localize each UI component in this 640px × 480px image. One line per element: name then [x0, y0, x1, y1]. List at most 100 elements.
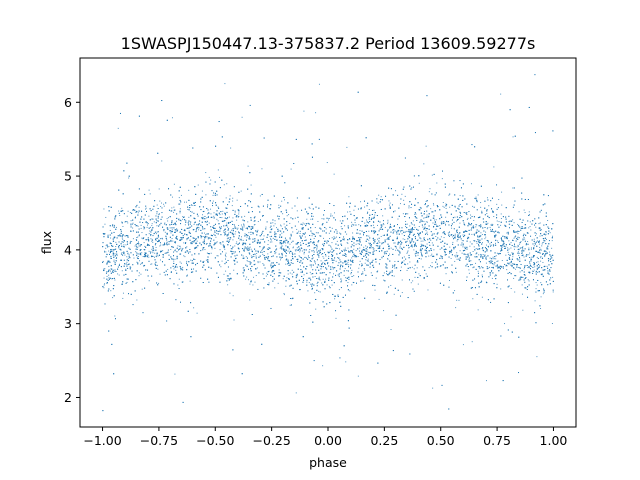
data-point [367, 254, 369, 256]
data-point [476, 224, 478, 226]
data-point [399, 247, 401, 249]
data-point [487, 222, 489, 224]
data-point [141, 237, 143, 239]
data-point [533, 238, 535, 240]
data-point [135, 251, 137, 253]
data-point [376, 224, 378, 226]
data-point [242, 255, 244, 257]
data-point [244, 242, 246, 244]
data-point [252, 255, 254, 257]
data-point [495, 242, 496, 244]
data-point [545, 233, 547, 235]
data-point [486, 213, 488, 215]
data-point [496, 260, 498, 262]
data-point [393, 293, 395, 295]
data-point [360, 201, 362, 203]
data-point [158, 282, 160, 284]
data-point [229, 195, 231, 197]
data-point [509, 223, 511, 225]
data-point [137, 236, 139, 238]
data-point [522, 248, 524, 250]
data-point [238, 215, 240, 217]
data-point [167, 217, 169, 219]
data-point [174, 242, 176, 244]
data-point [219, 176, 221, 178]
data-point [428, 267, 430, 269]
data-point [141, 263, 143, 265]
data-point [267, 274, 269, 276]
data-point [148, 189, 150, 191]
data-point [540, 256, 542, 258]
data-point [122, 297, 124, 299]
data-point [255, 275, 257, 277]
data-point [421, 221, 423, 223]
data-point [316, 248, 318, 250]
data-point [285, 228, 287, 230]
data-point [547, 248, 549, 250]
data-point [296, 210, 298, 212]
data-point [435, 219, 437, 221]
data-point [500, 265, 502, 267]
data-point [219, 228, 221, 230]
data-point [117, 273, 119, 275]
data-point [140, 224, 142, 226]
data-point [515, 275, 517, 277]
data-point [163, 230, 165, 232]
data-point [224, 83, 226, 85]
data-point [113, 261, 115, 263]
data-point [383, 279, 385, 281]
data-point [236, 219, 238, 221]
data-point [232, 197, 234, 199]
data-point [510, 247, 512, 249]
data-point [428, 255, 430, 257]
data-point [456, 220, 457, 222]
data-point [420, 240, 422, 242]
data-point [253, 220, 255, 222]
data-point [187, 221, 189, 223]
data-point [331, 215, 333, 217]
data-point [267, 244, 269, 246]
data-point [456, 258, 458, 260]
data-point [544, 256, 546, 258]
data-point [116, 255, 118, 257]
data-point [221, 217, 223, 219]
data-point [398, 242, 400, 244]
data-point [485, 231, 487, 233]
data-point [482, 254, 484, 256]
data-point [281, 252, 283, 254]
data-point [102, 260, 104, 262]
data-point [217, 220, 219, 222]
data-point [528, 254, 530, 256]
data-point [381, 243, 383, 245]
data-point [456, 229, 458, 231]
data-point [415, 213, 417, 215]
data-point [467, 253, 469, 255]
data-point [452, 241, 454, 243]
data-point [370, 245, 372, 247]
data-point [152, 240, 154, 242]
data-point [151, 240, 153, 242]
data-point [257, 229, 259, 231]
data-point [321, 282, 323, 284]
data-point [257, 260, 259, 262]
data-point [430, 265, 431, 267]
data-point [126, 281, 128, 283]
data-point [547, 220, 549, 222]
data-point [423, 237, 425, 239]
data-point [363, 246, 365, 248]
data-point [490, 228, 492, 230]
data-point [405, 225, 407, 227]
data-point [394, 260, 396, 262]
data-point [519, 271, 521, 273]
data-point [333, 236, 335, 238]
data-point [522, 246, 524, 248]
data-point [121, 252, 123, 254]
data-point [351, 223, 353, 225]
data-point [319, 253, 321, 255]
data-point [280, 225, 282, 227]
data-point [111, 278, 113, 280]
data-point [125, 244, 127, 246]
data-point [249, 246, 251, 248]
data-point [215, 213, 217, 215]
data-point [364, 269, 366, 271]
